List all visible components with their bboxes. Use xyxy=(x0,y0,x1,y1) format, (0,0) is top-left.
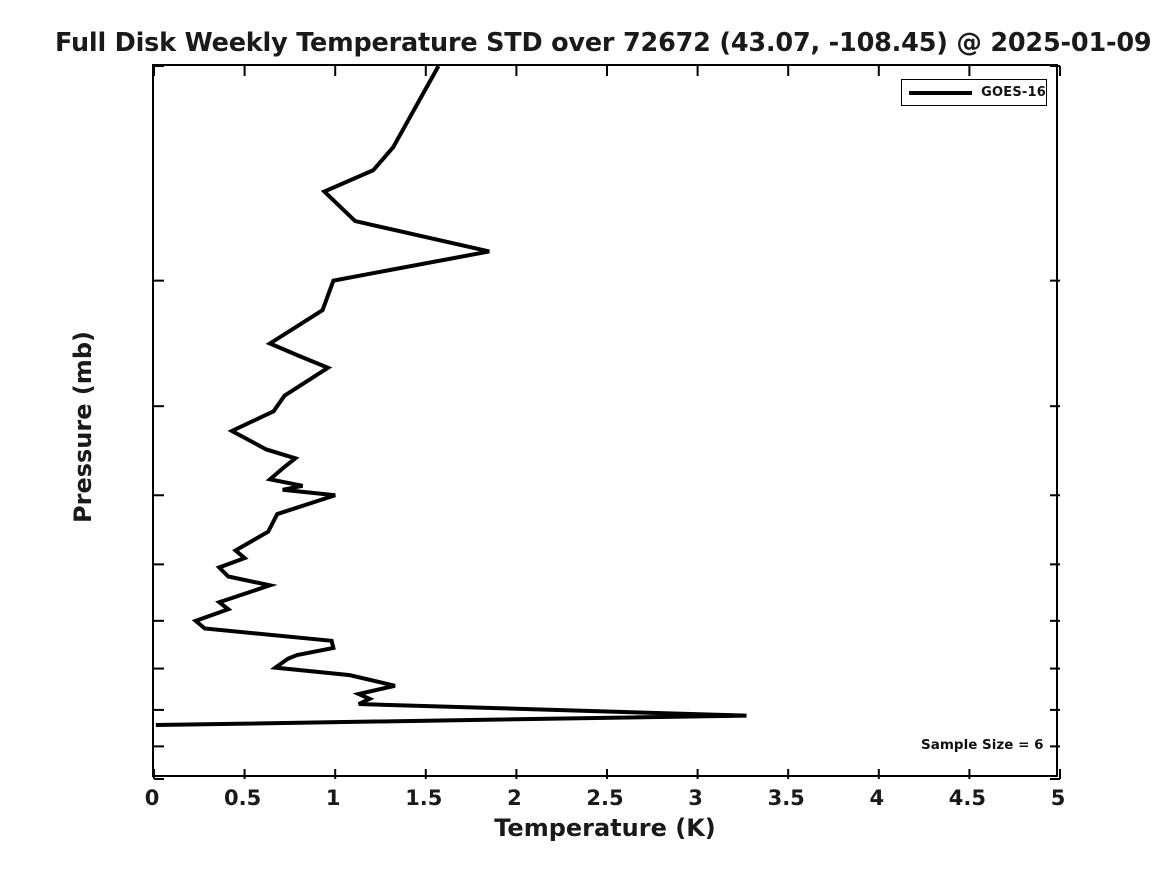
legend-label-goes-16: GOES-16 xyxy=(981,85,1046,100)
page-title: Full Disk Weekly Temperature STD over 72… xyxy=(55,28,1152,58)
sample-size-annotation: Sample Size = 6 xyxy=(921,737,1044,753)
x-tick-4-5: 4.5 xyxy=(948,786,986,810)
x-axis-tick-labels: 0 0.5 1 1.5 2 2.5 3 3.5 4 4.5 5 xyxy=(0,786,1167,816)
x-tick-1: 1 xyxy=(325,786,341,810)
plot-area xyxy=(152,64,1061,780)
legend-swatch-goes-16 xyxy=(909,90,973,95)
x-tick-0: 0 xyxy=(144,786,160,810)
x-tick-3: 3 xyxy=(688,786,703,810)
axis-ticks xyxy=(153,65,1061,780)
line-series-goes-16 xyxy=(155,65,747,728)
legend: GOES-16 xyxy=(901,79,1047,106)
x-tick-2: 2 xyxy=(507,786,522,810)
x-tick-1-5: 1.5 xyxy=(405,786,443,810)
x-tick-5: 5 xyxy=(1050,786,1066,810)
data-series-layer xyxy=(153,65,1061,780)
x-tick-0-5: 0.5 xyxy=(223,786,262,810)
x-axis-label: Temperature (K) xyxy=(494,814,716,842)
x-tick-4: 4 xyxy=(869,786,885,810)
x-tick-3-5: 3.5 xyxy=(767,786,805,810)
y-axis-tick-labels: 1002003004005006007008009001000 xyxy=(0,0,146,875)
x-tick-2-5: 2.5 xyxy=(586,786,624,810)
